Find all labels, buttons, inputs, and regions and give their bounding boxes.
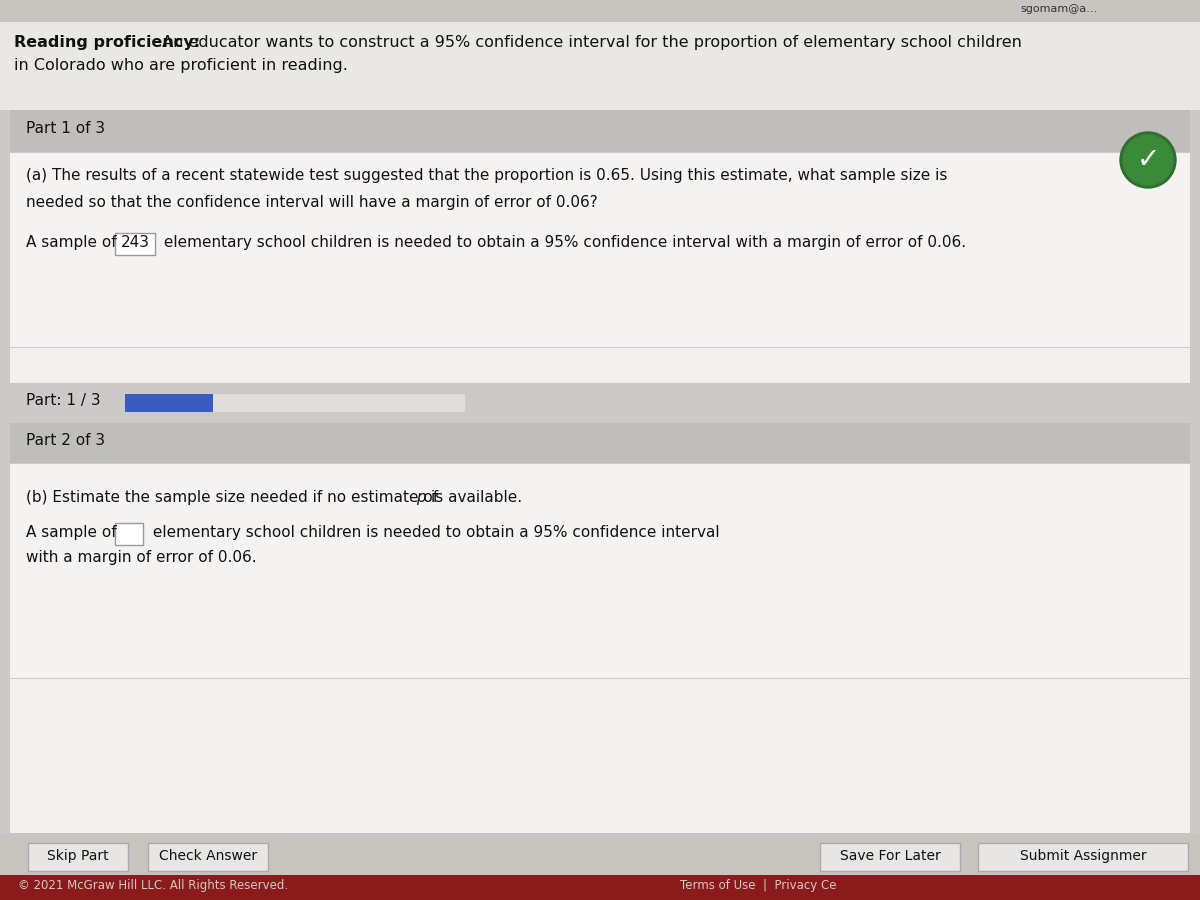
Circle shape <box>1123 135 1174 185</box>
FancyBboxPatch shape <box>10 463 1190 464</box>
FancyBboxPatch shape <box>0 875 1200 900</box>
FancyBboxPatch shape <box>28 843 128 871</box>
FancyBboxPatch shape <box>10 347 1190 348</box>
FancyBboxPatch shape <box>10 152 1190 153</box>
Text: p: p <box>416 490 426 505</box>
FancyBboxPatch shape <box>10 383 1190 423</box>
FancyBboxPatch shape <box>125 394 466 412</box>
FancyBboxPatch shape <box>10 152 1190 347</box>
Text: Skip Part: Skip Part <box>47 849 109 863</box>
Text: Terms of Use  |  Privacy Ce: Terms of Use | Privacy Ce <box>680 879 836 892</box>
Text: Part 2 of 3: Part 2 of 3 <box>26 433 106 448</box>
FancyBboxPatch shape <box>115 233 155 255</box>
Text: Check Answer: Check Answer <box>158 849 257 863</box>
FancyBboxPatch shape <box>10 678 1190 679</box>
FancyBboxPatch shape <box>820 843 960 871</box>
FancyBboxPatch shape <box>10 110 1190 152</box>
FancyBboxPatch shape <box>125 394 214 412</box>
Text: Part 1 of 3: Part 1 of 3 <box>26 121 106 136</box>
FancyBboxPatch shape <box>10 423 1190 463</box>
Text: (b) Estimate the sample size needed if no estimate of: (b) Estimate the sample size needed if n… <box>26 490 438 505</box>
Text: © 2021 McGraw Hill LLC. All Rights Reserved.: © 2021 McGraw Hill LLC. All Rights Reser… <box>18 879 288 892</box>
Circle shape <box>1120 132 1176 188</box>
Text: needed so that the confidence interval will have a margin of error of 0.06?: needed so that the confidence interval w… <box>26 195 598 210</box>
Text: sgomam@a...: sgomam@a... <box>1020 4 1097 14</box>
Text: (a) The results of a recent statewide test suggested that the proportion is 0.65: (a) The results of a recent statewide te… <box>26 168 947 183</box>
Text: An educator wants to construct a 95% confidence interval for the proportion of e: An educator wants to construct a 95% con… <box>157 35 1022 50</box>
FancyBboxPatch shape <box>978 843 1188 871</box>
Text: Reading proficiency:: Reading proficiency: <box>14 35 200 50</box>
FancyBboxPatch shape <box>115 523 143 545</box>
Text: A sample of: A sample of <box>26 525 121 540</box>
Text: A sample of: A sample of <box>26 235 121 250</box>
FancyBboxPatch shape <box>0 0 1200 22</box>
Text: with a margin of error of 0.06.: with a margin of error of 0.06. <box>26 550 257 565</box>
Text: Part: 1 / 3: Part: 1 / 3 <box>26 393 101 408</box>
FancyBboxPatch shape <box>148 843 268 871</box>
Text: elementary school children is needed to obtain a 95% confidence interval: elementary school children is needed to … <box>148 525 720 540</box>
Text: elementary school children is needed to obtain a 95% confidence interval with a : elementary school children is needed to … <box>158 235 966 250</box>
Text: in Colorado who are proficient in reading.: in Colorado who are proficient in readin… <box>14 58 348 73</box>
FancyBboxPatch shape <box>10 348 1190 383</box>
Text: Submit Assignmer: Submit Assignmer <box>1020 849 1146 863</box>
FancyBboxPatch shape <box>0 833 1200 875</box>
FancyBboxPatch shape <box>0 22 1200 110</box>
Text: is available.: is available. <box>431 490 522 505</box>
FancyBboxPatch shape <box>10 463 1190 678</box>
Text: ✓: ✓ <box>1136 146 1159 174</box>
Text: Save For Later: Save For Later <box>840 849 941 863</box>
Text: 243: 243 <box>120 235 150 250</box>
FancyBboxPatch shape <box>10 678 1190 833</box>
